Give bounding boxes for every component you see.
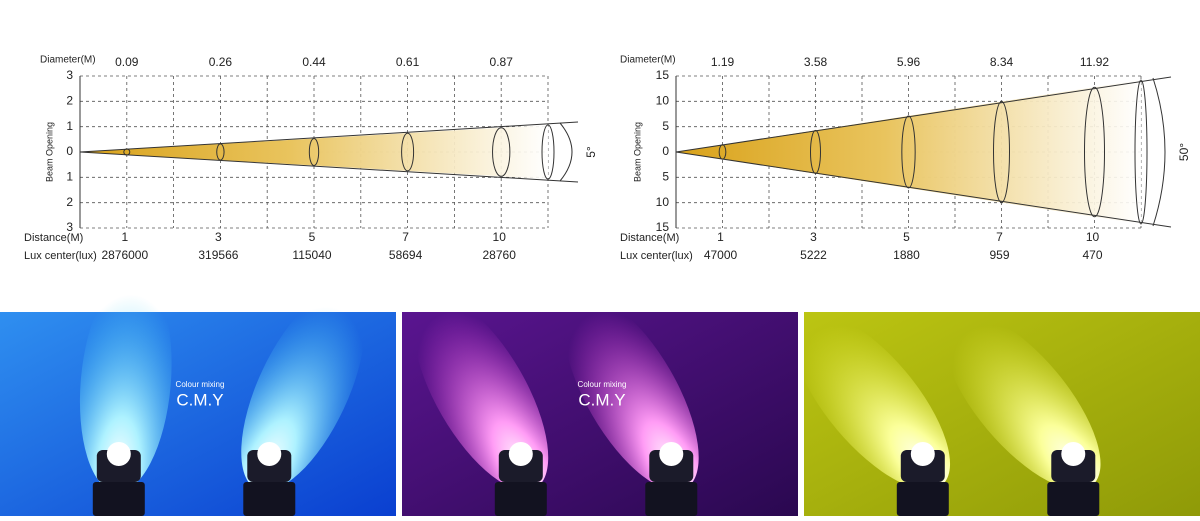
light-beam	[79, 272, 172, 492]
y-tick-label: 1	[66, 170, 73, 184]
distance-value: 3	[215, 230, 222, 244]
fixture-base	[92, 482, 145, 516]
fixture-base	[645, 482, 698, 516]
beam-section	[810, 129, 821, 175]
fixture-lens	[910, 442, 935, 466]
beam-edge	[675, 151, 1172, 228]
lux-value: 319566	[198, 248, 238, 262]
fixture-base	[1047, 482, 1100, 516]
diameter-value: 0.87	[490, 55, 514, 69]
angle-label: 50°	[1177, 143, 1191, 161]
diameter-value: 11.92	[1080, 55, 1109, 69]
caption: C.M.Y	[578, 390, 625, 409]
y-tick-label: 5	[662, 119, 669, 133]
distance-label: Distance(M)	[620, 232, 679, 244]
diameter-value: 5.96	[897, 55, 921, 69]
angle-arc	[559, 122, 573, 182]
distance-value: 7	[402, 230, 409, 244]
beam-section	[901, 115, 916, 189]
lux-value: 1880	[893, 248, 920, 262]
beam-edge	[79, 151, 579, 183]
lux-value: 2876000	[101, 248, 148, 262]
y-tick-label: 2	[66, 94, 73, 108]
beam-edge	[675, 76, 1172, 153]
diameter-value: 0.26	[209, 55, 233, 69]
y-tick-label: 15	[656, 220, 670, 234]
beam-section	[993, 101, 1010, 203]
diameter-value: 8.34	[990, 55, 1014, 69]
fixture-base	[243, 482, 296, 516]
beam-section	[718, 144, 727, 160]
beam-section	[308, 138, 320, 166]
fixture-lens	[508, 442, 533, 466]
y-tick-label: 2	[66, 195, 73, 209]
beam-section	[541, 124, 555, 180]
distance-value: 10	[1086, 230, 1100, 244]
lux-label: Lux center(lux)	[620, 250, 693, 262]
distance-value: 7	[996, 230, 1003, 244]
lux-value: 959	[989, 248, 1009, 262]
distance-value: 5	[903, 230, 910, 244]
lux-label: Lux center(lux)	[24, 250, 97, 262]
lux-value: 115040	[292, 248, 331, 262]
distance-value: 1	[717, 230, 724, 244]
diameter-value: 1.19	[711, 55, 735, 69]
y-axis-label: Beam Opening	[44, 122, 54, 182]
fixture-base	[896, 482, 949, 516]
beam-section	[492, 127, 511, 177]
fixture-lens	[106, 442, 131, 466]
lux-value: 470	[1082, 248, 1102, 262]
light-beam	[943, 311, 1101, 490]
y-tick-label: 0	[66, 144, 73, 158]
y-tick-label: 3	[66, 220, 73, 234]
y-axis-label: Beam Opening	[632, 122, 642, 182]
caption: C.M.Y	[176, 390, 223, 409]
diameter-value: 0.44	[302, 55, 326, 69]
beam-cone	[676, 80, 1141, 224]
lux-value: 47000	[704, 248, 738, 262]
beam-cone	[80, 125, 548, 179]
light-beam	[241, 288, 365, 491]
distance-value: 10	[493, 230, 507, 244]
y-tick-label: 15	[656, 68, 670, 82]
fixture-lens	[659, 442, 684, 466]
distance-value: 3	[810, 230, 817, 244]
caption-small: Colour mixing	[176, 380, 225, 389]
lux-value: 28760	[483, 248, 517, 262]
light-beam	[792, 311, 951, 490]
distance-value: 5	[309, 230, 316, 244]
fixture-lens	[1061, 442, 1086, 466]
y-tick-label: 3	[66, 68, 73, 82]
beam-section	[1084, 86, 1105, 218]
beam-section	[401, 132, 415, 172]
y-tick-label: 0	[662, 144, 669, 158]
fixture-base	[494, 482, 547, 516]
lux-value: 5222	[800, 248, 827, 262]
diameter-value: 0.61	[396, 55, 420, 69]
distance-value: 1	[121, 230, 128, 244]
beam-section	[216, 143, 225, 161]
beam-edge	[79, 121, 579, 153]
angle-label: 5°	[584, 146, 598, 158]
light-beam	[563, 294, 699, 491]
diameter-label: Diameter(M)	[620, 55, 676, 66]
light-beam	[413, 294, 549, 491]
diameter-label: Diameter(M)	[40, 55, 96, 66]
y-tick-label: 10	[656, 94, 670, 108]
diameter-value: 0.09	[115, 55, 139, 69]
distance-label: Distance(M)	[24, 232, 83, 244]
caption-small: Colour mixing	[578, 380, 627, 389]
y-tick-label: 1	[66, 119, 73, 133]
y-tick-label: 10	[656, 195, 670, 209]
beam-section	[1134, 79, 1148, 225]
beam-section	[123, 148, 131, 156]
lux-value: 58694	[389, 248, 423, 262]
fixture-lens	[257, 442, 282, 466]
diameter-value: 3.58	[804, 55, 828, 69]
angle-arc	[1152, 77, 1166, 227]
y-tick-label: 5	[662, 170, 669, 184]
